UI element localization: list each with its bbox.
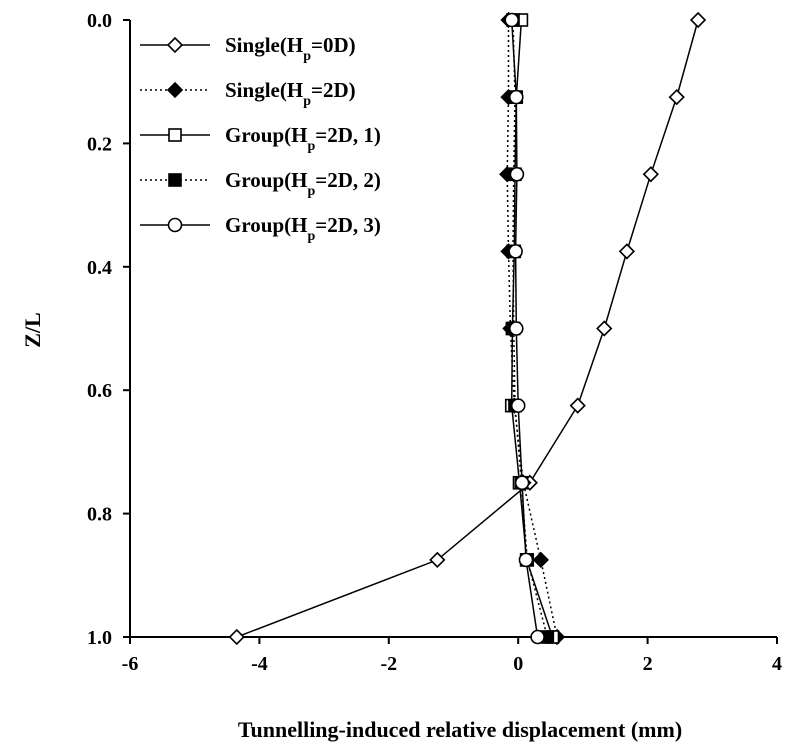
series-1-marker — [228, 628, 245, 646]
y-axis-title: Z/L — [20, 312, 45, 347]
y-tick-label: 0.8 — [87, 504, 112, 526]
series-5-marker — [504, 12, 520, 28]
legend-label: Group(Hp=2D, 1) — [225, 123, 381, 154]
legend-label-tail: =2D, 1) — [315, 123, 381, 147]
y-tick-label: 0.2 — [87, 133, 112, 155]
y-tick-label: 0.0 — [87, 10, 112, 32]
legend-entry: Group(Hp=2D, 3) — [140, 213, 381, 244]
legend-label-main: Group(H — [225, 123, 307, 147]
series-5-marker — [530, 629, 545, 645]
legend-entry: Single(Hp=2D) — [140, 78, 356, 109]
legend-label: Group(Hp=2D, 3) — [225, 213, 381, 244]
series-lines — [236, 19, 699, 638]
y-tick-label: 0.4 — [87, 257, 112, 279]
legend-label-main: Group(H — [225, 168, 307, 192]
plot-area: 0.0 0.2 0.4 0.6 0.8 1.0 -6 -4 -2 0 2 4 — [87, 10, 782, 675]
legend-label-subscript: p — [303, 94, 311, 109]
legend-label-tail: =0D) — [311, 33, 356, 57]
legend-label: Single(Hp=2D) — [225, 78, 356, 109]
legend-marker — [166, 36, 184, 54]
legend-label-main: Single(H — [225, 33, 303, 57]
legend-label-tail: =2D) — [311, 78, 356, 102]
legend-label-tail: =2D, 2) — [315, 168, 381, 192]
series-1-marker — [569, 397, 586, 414]
x-tick-label: 4 — [772, 653, 782, 675]
x-tick-label: 0 — [513, 653, 523, 675]
legend-label-subscript: p — [307, 139, 315, 154]
legend-marker — [166, 81, 184, 99]
series-2-marker — [532, 551, 549, 569]
legend-label-subscript: p — [307, 184, 315, 199]
x-tick-label: 2 — [643, 653, 653, 675]
y-tick-label: 1.0 — [87, 627, 112, 649]
series-line-2 — [506, 20, 558, 638]
series-1-marker — [668, 88, 685, 106]
series-1-marker — [689, 11, 707, 29]
x-axis-title: Tunnelling-induced relative displacement… — [238, 717, 682, 742]
legend-label: Group(Hp=2D, 2) — [225, 168, 381, 199]
series-1-marker — [596, 320, 613, 337]
series-1-marker — [429, 551, 446, 569]
legend-label-tail: =2D, 3) — [315, 213, 381, 237]
series-1-marker — [642, 166, 659, 183]
series-5-marker — [508, 89, 524, 105]
legend: Single(Hp=0D)Single(Hp=2D)Group(Hp=2D, 1… — [140, 33, 381, 244]
series-5-marker — [508, 321, 524, 336]
legend-label: Single(Hp=0D) — [225, 33, 356, 64]
series-line-1 — [236, 19, 699, 638]
x-tick-label: -2 — [380, 653, 397, 675]
series-5-marker — [509, 166, 525, 182]
y-ticks: 0.0 0.2 0.4 0.6 0.8 1.0 — [87, 10, 130, 649]
series-5-marker — [514, 475, 530, 491]
legend-entry: Single(Hp=0D) — [140, 33, 356, 64]
legend-marker — [168, 173, 182, 187]
x-tick-label: -4 — [251, 653, 268, 675]
legend-entry: Group(Hp=2D, 2) — [140, 168, 381, 199]
legend-marker — [168, 128, 182, 142]
legend-label-main: Group(H — [225, 213, 307, 237]
x-tick-label: -6 — [122, 653, 139, 675]
legend-entry: Group(Hp=2D, 1) — [140, 123, 381, 154]
series-5-marker — [510, 398, 526, 413]
y-tick-label: 0.6 — [87, 380, 112, 402]
series-5-marker — [508, 244, 523, 259]
x-ticks: -6 -4 -2 0 2 4 — [122, 637, 782, 675]
series-5-marker — [518, 552, 534, 568]
series-1-marker — [618, 243, 636, 260]
legend-label-main: Single(H — [225, 78, 303, 102]
legend-label-subscript: p — [303, 49, 311, 64]
series-markers — [228, 11, 707, 646]
legend-marker — [167, 217, 183, 233]
legend-label-subscript: p — [307, 229, 315, 244]
